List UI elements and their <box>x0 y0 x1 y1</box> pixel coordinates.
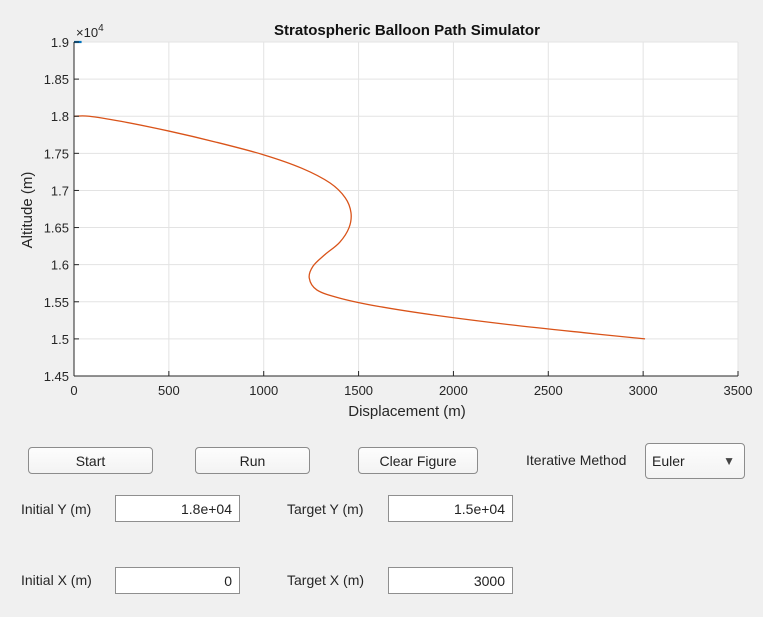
target-x-label: Target X (m) <box>287 572 365 588</box>
tick-layer: 0 500 1000 1500 2000 2500 3000 3500 1.45 1.5 1.55 1… <box>44 35 753 398</box>
plot-area <box>74 42 738 376</box>
x-tick-label: 3500 <box>724 383 753 398</box>
initial-x-input[interactable] <box>115 567 240 594</box>
y-tick-label: 1.75 <box>44 146 69 161</box>
y-tick-label: 1.5 <box>51 332 69 347</box>
exponent-base: ×10 <box>76 25 98 40</box>
x-tick-label: 0 <box>70 383 77 398</box>
y-tick-label: 1.65 <box>44 221 69 236</box>
y-tick-label: 1.6 <box>51 258 69 273</box>
initial-y-label: Initial Y (m) <box>21 501 92 517</box>
grid-lines <box>73 41 739 377</box>
y-tick-label: 1.45 <box>44 369 69 384</box>
y-tick-label: 1.9 <box>51 35 69 50</box>
start-button[interactable]: Start <box>28 447 153 474</box>
x-tick-label: 3000 <box>629 383 658 398</box>
iterative-method-label: Iterative Method <box>526 452 627 468</box>
x-tick-label: 2000 <box>439 383 468 398</box>
chevron-down-icon: ▼ <box>723 454 735 468</box>
x-tick-label: 500 <box>158 383 180 398</box>
y-tick-label: 1.85 <box>44 72 69 87</box>
plot-axes: 0 500 1000 1500 2000 2500 3000 3500 1.45 1.5 1.55 1… <box>19 22 753 420</box>
y-axis-exponent: ×104 <box>76 23 104 40</box>
target-y-label: Target Y (m) <box>287 501 364 517</box>
chart-title: Stratospheric Balloon Path Simulator <box>274 22 540 39</box>
exponent-power: 4 <box>98 23 104 34</box>
initial-y-input[interactable] <box>115 495 240 522</box>
trajectory-line <box>73 115 646 340</box>
initial-x-label: Initial X (m) <box>21 572 92 588</box>
target-y-input[interactable] <box>388 495 513 522</box>
run-button[interactable]: Run <box>195 447 310 474</box>
y-tick-label: 1.8 <box>51 109 69 124</box>
iterative-method-dropdown[interactable]: Euler ▼ <box>645 443 745 479</box>
y-axis-label: Altitude (m) <box>19 172 36 249</box>
iterative-method-value: Euler <box>652 453 685 469</box>
x-axis-label: Displacement (m) <box>348 403 466 420</box>
x-tick-label: 2500 <box>534 383 563 398</box>
target-x-input[interactable] <box>388 567 513 594</box>
x-tick-label: 1000 <box>249 383 278 398</box>
y-tick-label: 1.55 <box>44 295 69 310</box>
y-tick-label: 1.7 <box>51 183 69 198</box>
clear-figure-button[interactable]: Clear Figure <box>358 447 478 474</box>
x-tick-label: 1500 <box>344 383 373 398</box>
